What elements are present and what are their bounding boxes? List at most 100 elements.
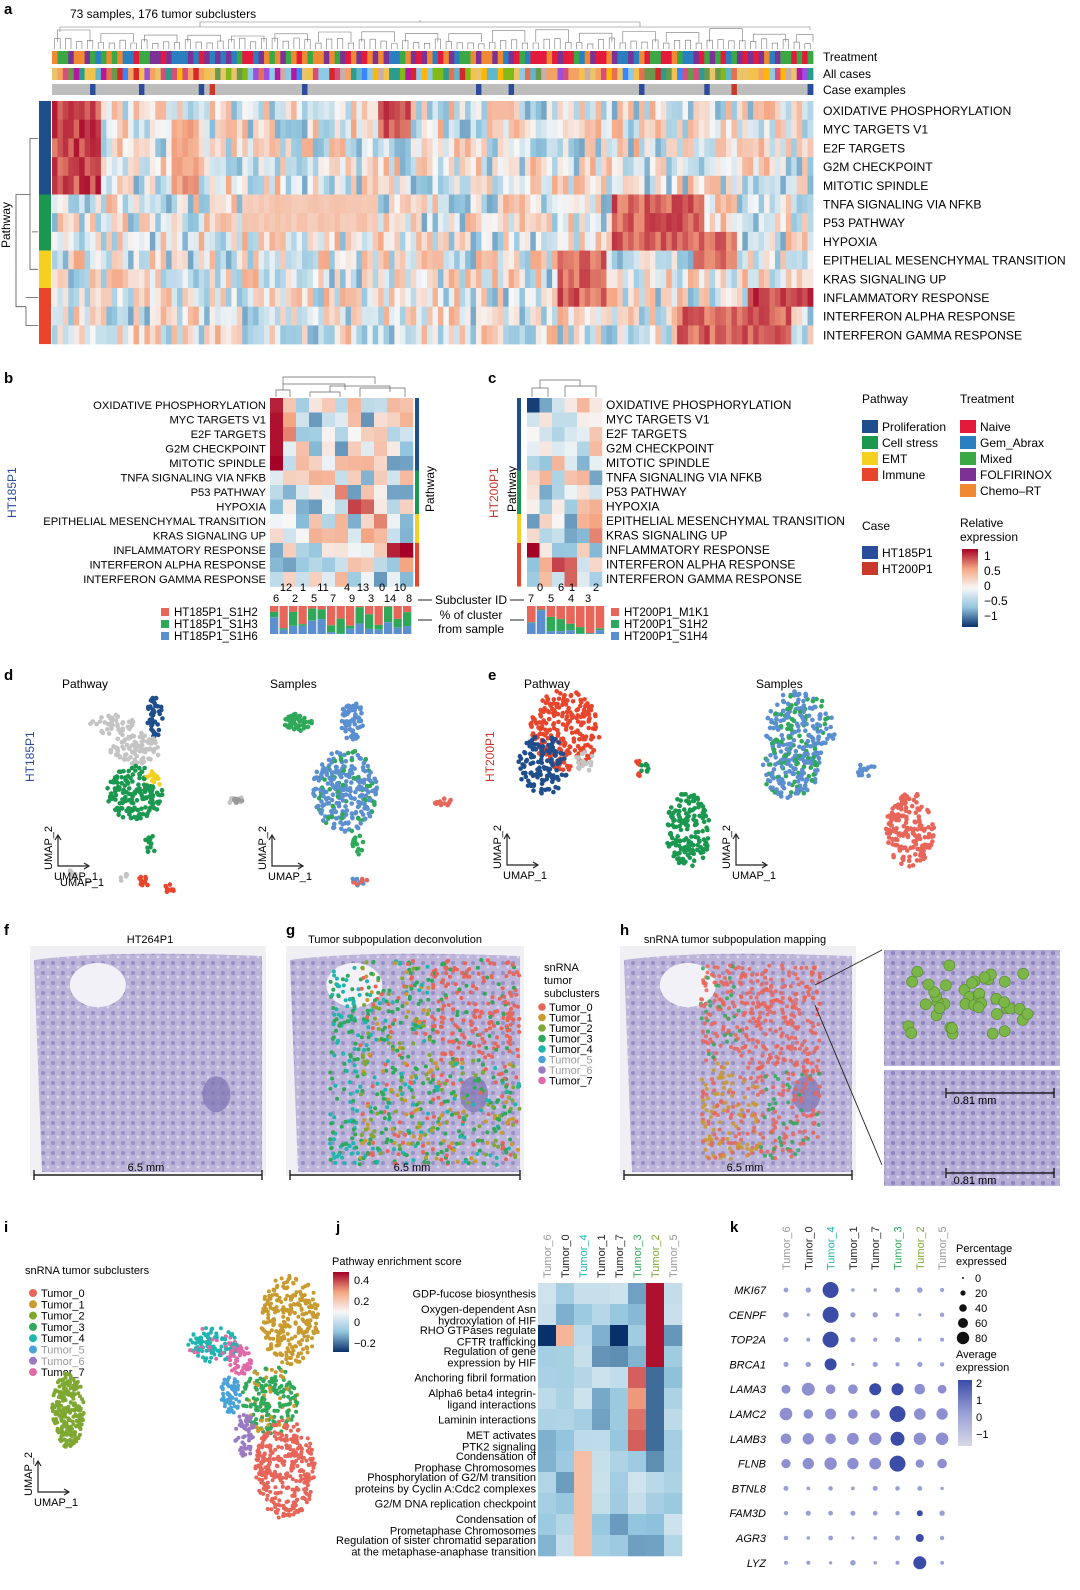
case-examples-cell: [579, 84, 586, 95]
umap-point: [127, 746, 132, 751]
heatmap-cell: [318, 138, 325, 158]
heatmap-cell: [389, 213, 395, 233]
heatmap-cell: [270, 398, 284, 413]
umap-point: [109, 715, 115, 721]
heatmap-cell: [312, 325, 319, 345]
all-cases-cell: [720, 68, 727, 80]
heatmap-cell: [90, 269, 96, 289]
umap-point: [142, 789, 148, 795]
treatment-cell: [720, 51, 727, 64]
heatmap-cell: [361, 572, 375, 587]
heatmap-cell: [280, 175, 287, 195]
heatmap-cell: [144, 213, 151, 233]
case-examples-cell: [269, 84, 276, 95]
heatmap-cell: [660, 194, 667, 214]
heatmap-cell: [416, 231, 423, 251]
treatment-cell: [177, 51, 183, 64]
heatmap-cell: [322, 528, 336, 544]
heatmap-cell: [562, 231, 569, 251]
umap-point: [134, 760, 140, 765]
legend-label: Immune: [882, 468, 926, 482]
heatmap-cell: [475, 157, 482, 177]
heatmap-cell: [215, 119, 221, 139]
all-cases-cell: [247, 68, 254, 80]
heatmap-cell: [470, 231, 477, 251]
heatmap-cell: [270, 456, 284, 471]
cluster-id-label: 7: [528, 593, 534, 605]
heatmap-cell: [758, 194, 765, 214]
heatmap-cell: [709, 306, 716, 326]
spot: [376, 990, 381, 995]
umap-point: [810, 698, 816, 704]
heatmap-cell: [611, 288, 618, 307]
heatmap-cell: [285, 119, 292, 139]
treatment-cell: [731, 51, 738, 64]
umap-point: [775, 702, 780, 708]
heatmap-cell: [564, 470, 578, 486]
heatmap-cell: [644, 325, 651, 345]
umap-point: [803, 694, 809, 699]
heatmap-cell: [329, 138, 336, 158]
umap-point: [925, 807, 930, 813]
heatmap-cell: [601, 231, 607, 251]
umap-point: [330, 792, 336, 797]
treatment-cell: [590, 51, 596, 64]
heatmap-cell: [753, 288, 760, 307]
heatmap-cell: [589, 543, 603, 558]
umap-point: [358, 821, 364, 826]
heatmap-cell: [622, 101, 629, 120]
fraction-segment: [393, 618, 402, 628]
heatmap-cell: [459, 213, 466, 233]
heatmap-cell: [552, 119, 558, 139]
spot: [355, 1108, 360, 1113]
case-examples-cell: [389, 84, 395, 95]
heatmap-cell: [595, 101, 602, 120]
heatmap-cell: [796, 138, 803, 158]
treatment-cell: [568, 51, 575, 64]
spot: [486, 958, 490, 963]
heatmap-cell: [138, 194, 145, 214]
heatmap-cell: [539, 543, 553, 558]
heatmap-c-sample-fraction-bars: [527, 606, 605, 634]
heatmap-cell: [791, 119, 798, 139]
spot: [399, 1075, 404, 1080]
treatment-cell: [530, 51, 537, 64]
treatment-cell: [427, 51, 433, 64]
heatmap-cell: [100, 175, 107, 195]
all-cases-cell: [785, 68, 792, 80]
heatmap-cell: [383, 213, 390, 233]
umap-point: [143, 805, 148, 810]
heatmap-cell: [220, 325, 227, 345]
spot: [477, 1032, 482, 1037]
heatmap-cell: [649, 175, 656, 195]
heatmap-cell: [253, 269, 259, 289]
heatmap-cell: [296, 456, 310, 471]
heatmap-cell: [437, 213, 444, 233]
heatmap-cell: [530, 175, 537, 195]
heatmap-cell: [579, 269, 586, 289]
heatmap-cell: [530, 231, 537, 251]
umap-point: [345, 750, 351, 756]
heatmap-cell: [149, 175, 156, 195]
spot: [517, 1106, 522, 1111]
umap-point: [116, 812, 121, 817]
umap-point: [133, 740, 139, 746]
umap-point: [106, 713, 111, 719]
umap-point: [115, 724, 120, 729]
heatmap-cell: [514, 175, 520, 195]
heatmap-cell: [209, 231, 216, 251]
heatmap-cell: [465, 325, 471, 345]
umap-point: [355, 804, 361, 810]
heatmap-cell: [715, 101, 721, 120]
heatmap-cell: [52, 157, 58, 177]
heatmap-cell: [601, 138, 607, 158]
heatmap-cell: [660, 325, 667, 345]
heatmap-cell: [568, 306, 575, 326]
heatmap-cell: [155, 101, 162, 120]
umap-point: [905, 832, 910, 838]
legend-swatch: [611, 608, 619, 616]
heatmap-cell: [374, 470, 388, 486]
heatmap-cell: [595, 269, 602, 289]
spot: [421, 1150, 426, 1155]
